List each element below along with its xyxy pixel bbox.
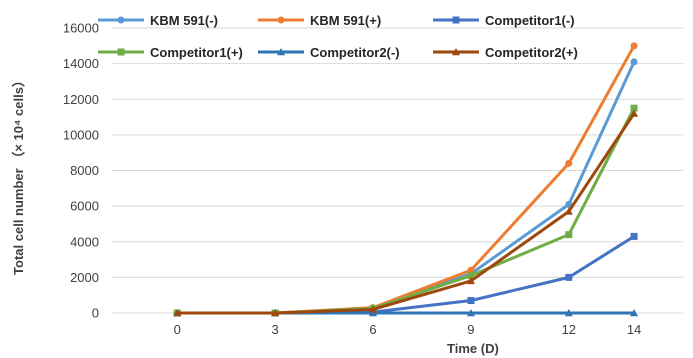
x-tick-label: 9 [467, 322, 474, 337]
data-point [564, 207, 573, 215]
y-tick-label: 2000 [70, 270, 99, 285]
legend-label: Competitor1(+) [150, 45, 243, 60]
x-tick-labels: 0 3 6 9 12 14 [174, 322, 642, 337]
series-line [175, 112, 636, 315]
legend-item: Competitor2(-) [258, 45, 400, 60]
legend-item: KBM 591(-) [98, 13, 218, 28]
y-tick-labels: 0 2000 4000 6000 8000 10000 12000 14000 16000 [63, 21, 99, 321]
data-point [452, 16, 460, 24]
data-point [466, 308, 475, 317]
y-tick-label: 6000 [70, 199, 99, 214]
x-tick-label: 3 [272, 322, 279, 337]
legend-label: KBM 591(+) [310, 13, 381, 28]
y-tick-label: 14000 [63, 56, 99, 71]
data-point [173, 308, 182, 317]
legend-label: Competitor2(-) [310, 45, 400, 60]
legend-item: Competitor2(+) [433, 45, 578, 60]
legend-item: KBM 591(+) [258, 13, 381, 28]
data-point [451, 47, 461, 56]
data-point [277, 16, 285, 24]
data-point [630, 58, 638, 66]
legend: KBM 591(-) KBM 591(+) Competitor1(-) Compet… [98, 13, 578, 60]
x-tick-label: 12 [562, 322, 576, 337]
data-point [630, 232, 638, 240]
data-point [564, 308, 573, 317]
legend-label: KBM 591(-) [150, 13, 218, 28]
x-tick-label: 14 [627, 322, 641, 337]
data-point [630, 104, 638, 112]
data-point [467, 266, 475, 274]
x-axis-title: Time (D) [447, 341, 499, 356]
series-6 [173, 109, 639, 317]
data-point [369, 305, 378, 313]
series-line [175, 44, 636, 315]
y-tick-label: 8000 [70, 163, 99, 178]
y-axis-title: Total cell number （× 10⁴ cells） [11, 74, 26, 275]
y-tick-label: 12000 [63, 92, 99, 107]
legend-label: Competitor1(-) [485, 13, 575, 28]
data-point [630, 308, 639, 317]
series-3 [173, 232, 638, 317]
data-point [467, 297, 475, 305]
x-tick-label: 0 [174, 322, 181, 337]
legend-item: Competitor1(-) [433, 13, 575, 28]
y-tick-label: 16000 [63, 21, 99, 36]
series-line [175, 106, 636, 315]
legend-label: Competitor2(+) [485, 45, 578, 60]
gridlines [112, 27, 683, 314]
x-tick-label: 6 [369, 322, 376, 337]
data-point [565, 231, 573, 239]
data-point [276, 47, 286, 56]
data-point [117, 16, 125, 24]
data-point [271, 308, 280, 317]
y-tick-label: 10000 [63, 127, 99, 142]
data-point [565, 159, 573, 167]
legend-item: Competitor1(+) [98, 45, 243, 60]
y-tick-label: 4000 [70, 234, 99, 249]
data-point [630, 109, 639, 117]
y-tick-label: 0 [92, 306, 99, 321]
series-layer [173, 42, 639, 317]
data-point [466, 276, 475, 285]
data-point [630, 42, 638, 50]
data-point [117, 48, 125, 56]
data-point [467, 272, 475, 280]
data-point [565, 200, 573, 208]
data-point [565, 273, 573, 281]
